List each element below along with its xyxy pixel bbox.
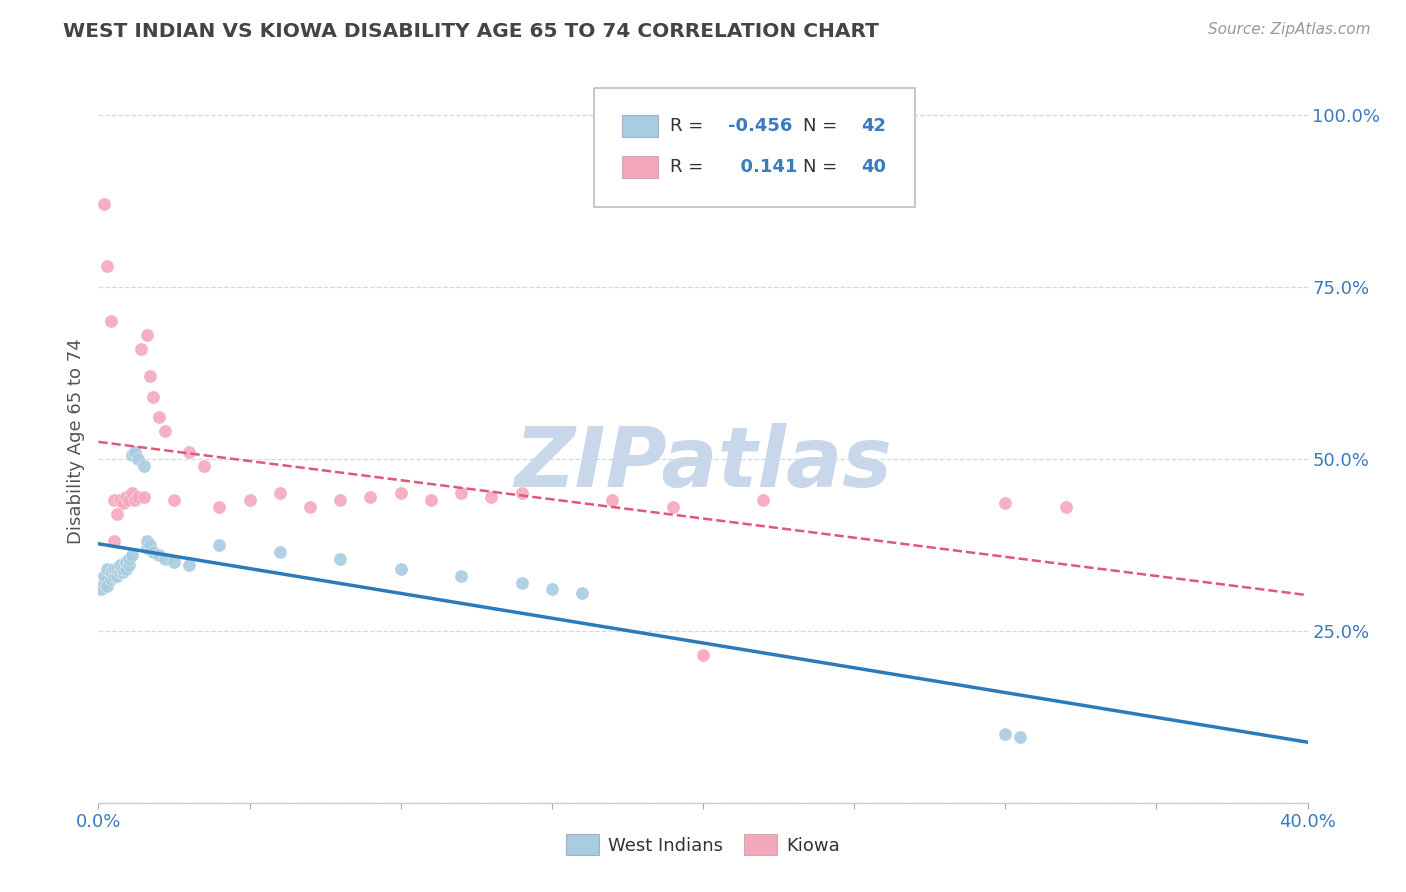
Point — [100, 572, 122, 586]
Point — [135, 534, 157, 549]
Y-axis label: Disability Age 65 to 74: Disability Age 65 to 74 — [66, 339, 84, 544]
Point — [239, 493, 262, 508]
Point — [93, 197, 115, 211]
Point — [100, 566, 122, 580]
Point — [139, 538, 162, 552]
Point — [163, 555, 186, 569]
FancyBboxPatch shape — [595, 87, 915, 207]
Text: 40: 40 — [862, 158, 886, 176]
Point — [105, 568, 128, 582]
Point — [994, 496, 1017, 510]
Point — [100, 314, 122, 328]
Point — [135, 327, 157, 342]
Text: WEST INDIAN VS KIOWA DISABILITY AGE 65 TO 74 CORRELATION CHART: WEST INDIAN VS KIOWA DISABILITY AGE 65 T… — [63, 22, 879, 41]
FancyBboxPatch shape — [621, 115, 658, 136]
FancyBboxPatch shape — [621, 156, 658, 178]
Point — [148, 410, 170, 425]
Point — [661, 500, 683, 514]
Point — [153, 551, 176, 566]
Point — [329, 551, 352, 566]
Point — [121, 486, 143, 500]
Point — [208, 500, 231, 514]
Point — [93, 575, 115, 590]
Point — [108, 566, 131, 580]
Point — [450, 568, 472, 582]
Text: Source: ZipAtlas.com: Source: ZipAtlas.com — [1208, 22, 1371, 37]
Point — [114, 562, 136, 576]
Point — [118, 551, 141, 566]
Point — [389, 486, 412, 500]
Point — [163, 493, 186, 508]
Text: N =: N = — [803, 117, 844, 135]
Point — [1010, 731, 1032, 745]
Point — [114, 490, 136, 504]
Point — [127, 490, 149, 504]
Text: R =: R = — [671, 158, 710, 176]
Point — [127, 451, 149, 466]
Text: -0.456: -0.456 — [728, 117, 793, 135]
Point — [135, 541, 157, 556]
Point — [103, 534, 125, 549]
Point — [118, 558, 141, 573]
Point — [139, 369, 162, 384]
Point — [103, 568, 125, 582]
Point — [105, 507, 128, 521]
Text: N =: N = — [803, 158, 844, 176]
Point — [329, 493, 352, 508]
Point — [93, 568, 115, 582]
Point — [179, 445, 201, 459]
Point — [124, 493, 146, 508]
Point — [148, 548, 170, 562]
Point — [450, 486, 472, 500]
Point — [269, 486, 291, 500]
Point — [692, 648, 714, 662]
Text: ZIPatlas: ZIPatlas — [515, 423, 891, 504]
Point — [121, 448, 143, 462]
Point — [571, 586, 593, 600]
Point — [602, 493, 624, 508]
Point — [752, 493, 775, 508]
Point — [420, 493, 443, 508]
Point — [96, 259, 118, 273]
Point — [208, 538, 231, 552]
Point — [103, 562, 125, 576]
Point — [108, 493, 131, 508]
Point — [124, 445, 146, 459]
Text: 42: 42 — [862, 117, 886, 135]
Point — [994, 727, 1017, 741]
Point — [299, 500, 322, 514]
Point — [142, 390, 165, 404]
Point — [114, 555, 136, 569]
Point — [96, 579, 118, 593]
Point — [179, 558, 201, 573]
Point — [103, 493, 125, 508]
Point — [111, 566, 134, 580]
Point — [118, 493, 141, 508]
Text: 0.141: 0.141 — [728, 158, 797, 176]
Point — [111, 562, 134, 576]
Point — [96, 562, 118, 576]
Point — [108, 558, 131, 573]
Point — [1054, 500, 1077, 514]
Point — [142, 544, 165, 558]
Point — [132, 490, 155, 504]
Point — [269, 544, 291, 558]
Point — [193, 458, 215, 473]
Point — [132, 458, 155, 473]
Point — [90, 582, 112, 597]
Legend: West Indians, Kiowa: West Indians, Kiowa — [560, 827, 846, 863]
Point — [121, 548, 143, 562]
Point — [360, 490, 382, 504]
Point — [481, 490, 503, 504]
Point — [105, 562, 128, 576]
Point — [389, 562, 412, 576]
Point — [111, 496, 134, 510]
Point — [510, 575, 533, 590]
Point — [540, 582, 562, 597]
Point — [510, 486, 533, 500]
Point — [153, 424, 176, 438]
Text: R =: R = — [671, 117, 710, 135]
Point — [129, 342, 152, 356]
